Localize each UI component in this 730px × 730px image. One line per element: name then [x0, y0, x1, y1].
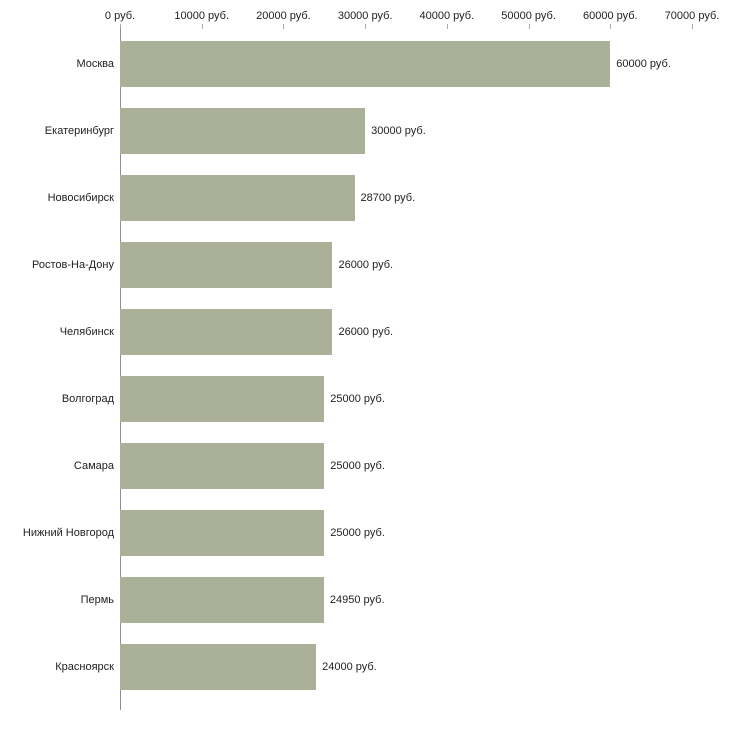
- bar-row: Москва 60000 руб.: [0, 30, 730, 97]
- bar: [120, 643, 317, 690]
- bar: [120, 375, 325, 422]
- value-label: 26000 руб.: [338, 258, 394, 271]
- bar-row: Волгоград 25000 руб.: [0, 365, 730, 432]
- bar-row: Новосибирск 28700 руб.: [0, 164, 730, 231]
- value-label: 25000 руб.: [330, 392, 385, 405]
- bar-row: Екатеринбург 30000 руб.: [0, 97, 730, 164]
- value-label: 24950 руб.: [329, 593, 385, 606]
- x-tick-mark: [446, 24, 448, 29]
- category-label: Красноярск: [55, 660, 114, 673]
- bar-row: Нижний Новгород 25000 руб.: [0, 499, 730, 566]
- category-label: Пермь: [80, 593, 114, 606]
- bar-row: Самара 25000 руб.: [0, 432, 730, 499]
- value-label: 30000 руб.: [371, 124, 426, 137]
- x-tick-label: 40000 руб.: [419, 10, 475, 22]
- x-tick-label: 50000 руб.: [501, 10, 556, 22]
- bar: [120, 308, 333, 355]
- x-tick-mark: [283, 24, 285, 29]
- category-label: Волгоград: [61, 392, 114, 405]
- y-axis-line: [120, 28, 121, 710]
- value-label: 24000 руб.: [322, 660, 377, 673]
- bar-row: Красноярск 24000 руб.: [0, 633, 730, 700]
- bar: [120, 576, 324, 623]
- bar: [120, 40, 611, 87]
- category-label: Екатеринбург: [44, 124, 114, 137]
- x-tick-label: 20000 руб.: [256, 10, 311, 22]
- x-tick-label: 70000 руб.: [664, 10, 720, 22]
- bar-row: Ростов-На-Дону 26000 руб.: [0, 231, 730, 298]
- x-tick-mark: [610, 24, 612, 29]
- value-label: 28700 руб.: [360, 191, 416, 204]
- bar-row: Челябинск 26000 руб.: [0, 298, 730, 365]
- category-label: Самара: [73, 459, 114, 472]
- bar: [120, 174, 355, 221]
- category-label: Нижний Новгород: [22, 526, 114, 539]
- value-label: 25000 руб.: [330, 526, 385, 539]
- value-label: 60000 руб.: [616, 57, 671, 70]
- bar: [120, 241, 333, 288]
- x-tick-label: 60000 руб.: [582, 10, 638, 22]
- x-tick-mark: [365, 24, 367, 29]
- bar: [120, 107, 366, 154]
- bar: [120, 442, 325, 489]
- bar: [120, 509, 325, 556]
- category-label: Москва: [76, 57, 114, 70]
- bar-row: Пермь 24950 руб.: [0, 566, 730, 633]
- x-tick-mark: [692, 24, 693, 29]
- category-label: Новосибирск: [47, 191, 114, 204]
- category-label: Ростов-На-Дону: [31, 258, 114, 271]
- value-label: 26000 руб.: [338, 325, 394, 338]
- x-tick-label: 10000 руб.: [174, 10, 230, 22]
- value-label: 25000 руб.: [330, 459, 385, 472]
- x-tick-mark: [201, 24, 203, 29]
- x-tick-label: 30000 руб.: [337, 10, 393, 22]
- x-tick-mark: [528, 24, 530, 29]
- x-tick-label: 0 руб.: [104, 10, 136, 22]
- x-tick-mark: [120, 24, 121, 29]
- category-label: Челябинск: [59, 325, 114, 338]
